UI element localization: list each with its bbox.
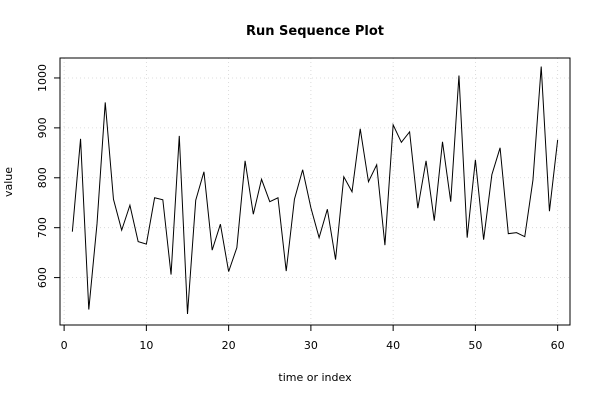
data-point [301,169,303,171]
data-point [186,313,188,315]
data-point [351,191,353,193]
x-tick-label: 0 [61,339,68,352]
data-point [433,219,435,221]
x-tick-label: 20 [222,339,236,352]
data-point [178,135,180,137]
data-point [88,308,90,310]
data-point [548,210,550,212]
x-tick-label: 50 [468,339,482,352]
data-point [244,160,246,162]
chart-title: Run Sequence Plot [246,24,384,39]
data-point [269,201,271,203]
data-point [326,208,328,210]
x-tick-label: 30 [304,339,318,352]
data-point [334,258,336,260]
data-point [524,235,526,237]
data-point [120,229,122,231]
data-point [227,270,229,272]
data-point [310,207,312,209]
data-point [375,164,377,166]
data-point [384,244,386,246]
y-tick-label: 800 [36,167,49,188]
data-point [153,197,155,199]
data-point [499,147,501,149]
data-point [236,246,238,248]
data-point [318,236,320,238]
y-tick-label: 600 [36,267,49,288]
data-point [556,139,558,141]
data-point [277,197,279,199]
data-point [540,65,542,67]
data-point [425,160,427,162]
data-point [474,159,476,161]
data-point [252,213,254,215]
y-tick-label: 700 [36,217,49,238]
data-point [417,207,419,209]
data-point [203,171,205,173]
data-point [71,230,73,232]
data-point [170,273,172,275]
data-point [441,141,443,143]
plot-frame [59,57,571,326]
data-point [219,223,221,225]
data-point [359,128,361,130]
data-point [343,176,345,178]
x-axis-label: time or index [278,371,352,384]
data-point [112,198,114,200]
series-layer [71,65,559,315]
data-point [293,198,295,200]
data-point [466,236,468,238]
data-point [137,240,139,242]
x-tick-label: 40 [386,339,400,352]
data-point [532,179,534,181]
data-point [515,231,517,233]
data-point [482,238,484,240]
data-point [260,178,262,180]
y-axis-label: value [2,167,15,197]
x-tick-label: 10 [139,339,153,352]
data-point [458,74,460,76]
data-point [400,141,402,143]
data-point [129,204,131,206]
data-point [96,222,98,224]
data-point [145,243,147,245]
data-point [104,101,106,103]
data-point [211,249,213,251]
data-point [285,270,287,272]
series-line [71,66,559,315]
data-point [367,181,369,183]
data-point [450,201,452,203]
data-point [392,124,394,126]
data-point [491,174,493,176]
y-tick-label: 1000 [36,64,49,92]
data-point [408,131,410,133]
data-point [195,199,197,201]
y-tick-label: 900 [36,117,49,138]
data-point [162,199,164,201]
x-tick-label: 60 [551,339,565,352]
data-point [507,232,509,234]
data-point [79,138,81,140]
grid-lines [60,58,570,325]
